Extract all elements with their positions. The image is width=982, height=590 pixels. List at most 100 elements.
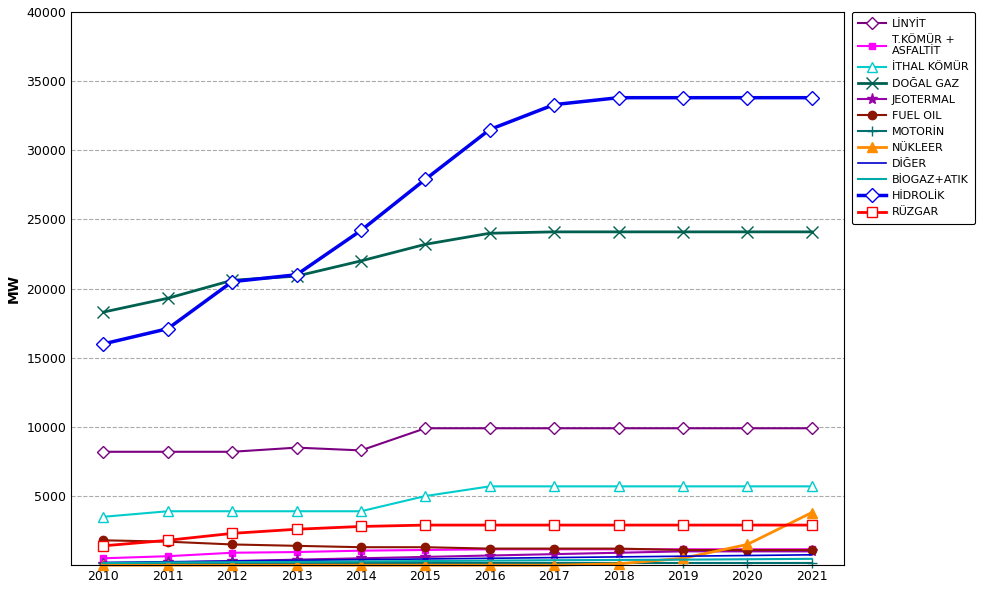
LİNYİT [806, 425, 818, 432]
NÜKLEER [226, 562, 238, 569]
İTHAL KÖMÜR [484, 483, 496, 490]
DOĞAL GAZ [97, 309, 109, 316]
DOĞAL GAZ [548, 228, 560, 235]
DOĞAL GAZ [355, 257, 367, 264]
LİNYİT [548, 425, 560, 432]
MOTORİN [291, 559, 302, 566]
LİNYİT [677, 425, 688, 432]
FUEL OIL [226, 541, 238, 548]
FUEL OIL [419, 543, 431, 550]
FUEL OIL [355, 543, 367, 550]
JEOTERMAL [162, 559, 174, 566]
LİNYİT [419, 425, 431, 432]
BİOGAZ+ATIK [226, 559, 238, 566]
HİDROLİK [484, 126, 496, 133]
İTHAL KÖMÜR [97, 513, 109, 520]
MOTORİN [613, 559, 625, 566]
DİĞER [806, 551, 818, 558]
NÜKLEER [613, 560, 625, 568]
DOĞAL GAZ [806, 228, 818, 235]
T.KÖMÜR +
ASFALTİT [226, 549, 238, 556]
DOĞAL GAZ [613, 228, 625, 235]
BİOGAZ+ATIK [613, 556, 625, 563]
T.KÖMÜR +
ASFALTİT [162, 553, 174, 560]
Line: İTHAL KÖMÜR: İTHAL KÖMÜR [98, 481, 817, 522]
FUEL OIL [97, 537, 109, 544]
NÜKLEER [355, 562, 367, 569]
RÜZGAR [162, 537, 174, 544]
Line: HİDROLİK: HİDROLİK [98, 93, 817, 349]
JEOTERMAL [548, 550, 560, 558]
BİOGAZ+ATIK [677, 556, 688, 563]
T.KÖMÜR +
ASFALTİT [806, 546, 818, 553]
Line: LİNYİT: LİNYİT [99, 424, 816, 456]
DİĞER [613, 553, 625, 560]
HİDROLİK [97, 340, 109, 348]
LİNYİT [162, 448, 174, 455]
Line: JEOTERMAL: JEOTERMAL [98, 546, 817, 569]
HİDROLİK [613, 94, 625, 101]
RÜZGAR [226, 530, 238, 537]
HİDROLİK [355, 227, 367, 234]
İTHAL KÖMÜR [226, 508, 238, 515]
Line: MOTORİN: MOTORİN [98, 558, 817, 568]
BİOGAZ+ATIK [162, 559, 174, 566]
DOĞAL GAZ [419, 241, 431, 248]
FUEL OIL [741, 546, 753, 553]
İTHAL KÖMÜR [806, 483, 818, 490]
Line: T.KÖMÜR +
ASFALTİT: T.KÖMÜR + ASFALTİT [100, 546, 815, 562]
RÜZGAR [806, 522, 818, 529]
FUEL OIL [291, 542, 302, 549]
T.KÖMÜR +
ASFALTİT [677, 546, 688, 553]
DOĞAL GAZ [677, 228, 688, 235]
DİĞER [548, 554, 560, 561]
HİDROLİK [162, 325, 174, 332]
BİOGAZ+ATIK [806, 555, 818, 562]
DİĞER [677, 553, 688, 560]
BİOGAZ+ATIK [419, 558, 431, 565]
İTHAL KÖMÜR [291, 508, 302, 515]
DOĞAL GAZ [291, 273, 302, 280]
İTHAL KÖMÜR [677, 483, 688, 490]
RÜZGAR [613, 522, 625, 529]
DİĞER [741, 552, 753, 559]
NÜKLEER [741, 541, 753, 548]
HİDROLİK [291, 271, 302, 278]
Y-axis label: MW: MW [7, 274, 21, 303]
BİOGAZ+ATIK [548, 557, 560, 564]
MOTORİN [548, 559, 560, 566]
NÜKLEER [806, 509, 818, 516]
JEOTERMAL [291, 556, 302, 563]
MOTORİN [806, 559, 818, 566]
Line: FUEL OIL: FUEL OIL [99, 536, 816, 554]
Legend: LİNYİT, T.KÖMÜR +
ASFALTİT, İTHAL KÖMÜR, DOĞAL GAZ, JEOTERMAL, FUEL OIL, MOTORİN: LİNYİT, T.KÖMÜR + ASFALTİT, İTHAL KÖMÜR,… [851, 12, 975, 224]
BİOGAZ+ATIK [741, 556, 753, 563]
BİOGAZ+ATIK [291, 558, 302, 565]
BİOGAZ+ATIK [97, 559, 109, 566]
JEOTERMAL [355, 555, 367, 562]
FUEL OIL [613, 545, 625, 552]
RÜZGAR [419, 522, 431, 529]
Line: NÜKLEER: NÜKLEER [98, 508, 817, 570]
HİDROLİK [741, 94, 753, 101]
MOTORİN [355, 559, 367, 566]
Line: BİOGAZ+ATIK: BİOGAZ+ATIK [103, 559, 812, 563]
JEOTERMAL [677, 548, 688, 555]
RÜZGAR [548, 522, 560, 529]
DİĞER [355, 556, 367, 563]
HİDROLİK [677, 94, 688, 101]
LİNYİT [226, 448, 238, 455]
DİĞER [162, 558, 174, 565]
RÜZGAR [355, 523, 367, 530]
LİNYİT [613, 425, 625, 432]
DOĞAL GAZ [162, 295, 174, 302]
NÜKLEER [419, 562, 431, 569]
FUEL OIL [548, 545, 560, 552]
NÜKLEER [291, 562, 302, 569]
Line: DOĞAL GAZ: DOĞAL GAZ [98, 227, 817, 317]
T.KÖMÜR +
ASFALTİT [97, 555, 109, 562]
T.KÖMÜR +
ASFALTİT [355, 547, 367, 554]
NÜKLEER [97, 562, 109, 569]
İTHAL KÖMÜR [548, 483, 560, 490]
JEOTERMAL [97, 560, 109, 568]
